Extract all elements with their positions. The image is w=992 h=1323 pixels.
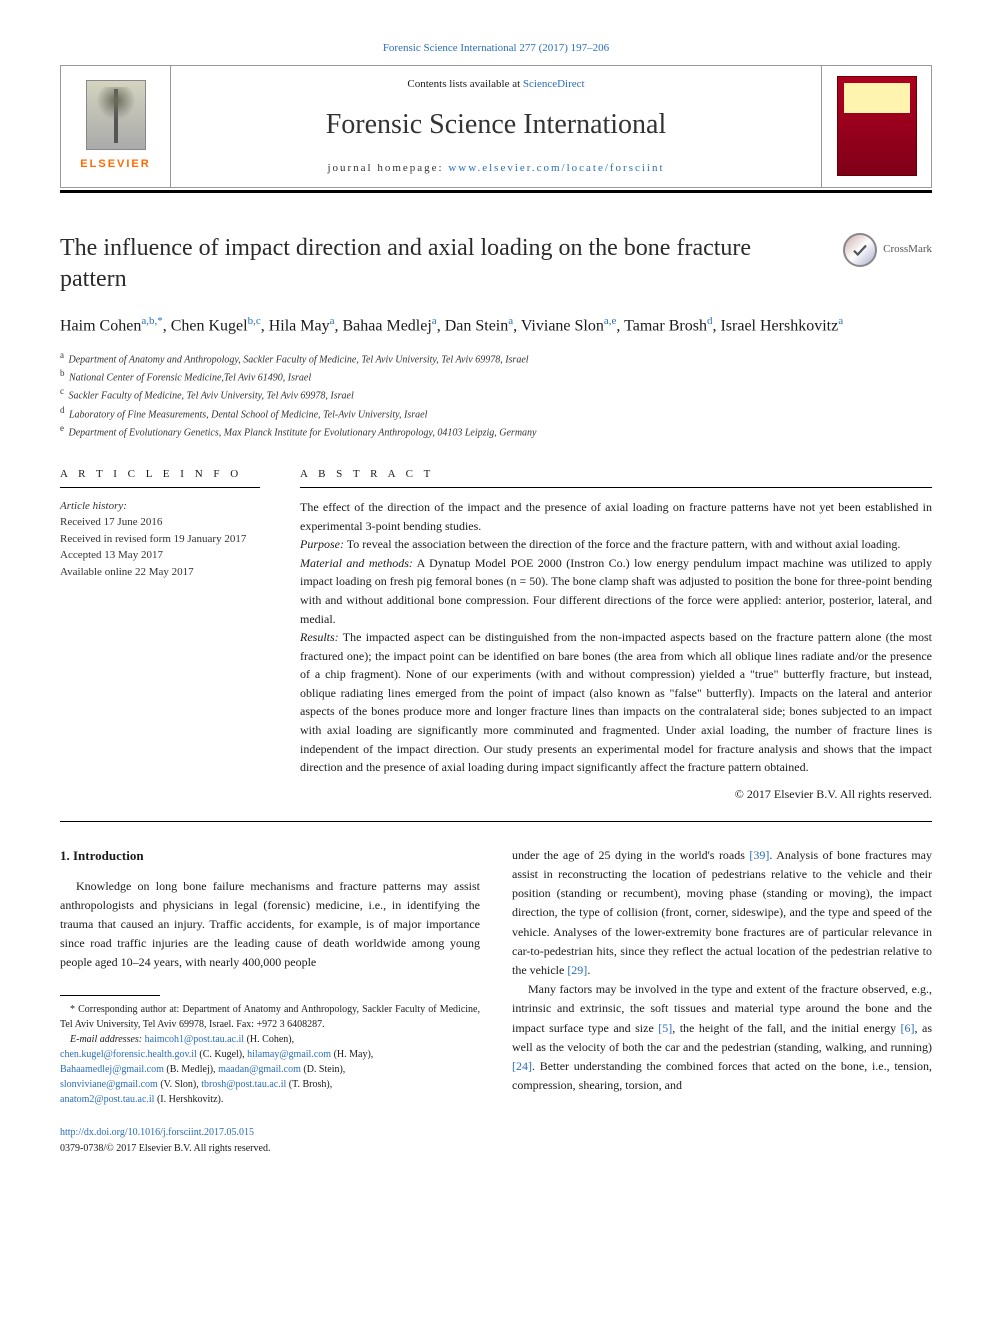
publisher-cell: ELSEVIER [61, 66, 171, 187]
footnote-rule [60, 995, 160, 996]
crossmark-icon [843, 233, 877, 267]
p1c: . [587, 963, 590, 977]
contents-line: Contents lists available at ScienceDirec… [407, 76, 584, 93]
emails-block: E-mail addresses: haimcoh1@post.tau.ac.i… [60, 1032, 480, 1107]
abstract-results: The impacted aspect can be distinguished… [300, 630, 932, 774]
header-black-bar [60, 190, 932, 193]
intro-left-p: Knowledge on long bone failure mechanism… [60, 877, 480, 973]
abstract-rule [300, 487, 932, 488]
ref-29[interactable]: [29] [567, 963, 587, 977]
p2b: , the height of the fall, and the initia… [672, 1021, 900, 1035]
doi-link[interactable]: http://dx.doi.org/10.1016/j.forsciint.20… [60, 1127, 254, 1138]
p1a: under the age of 25 dying in the world's… [512, 848, 749, 862]
abstract-bottom-rule [60, 821, 932, 822]
abstract-col: A B S T R A C T The effect of the direct… [300, 466, 932, 802]
abstract-copyright: © 2017 Elsevier B.V. All rights reserved… [300, 785, 932, 803]
publisher-name: ELSEVIER [80, 156, 150, 173]
abstract-purpose: To reveal the association between the di… [344, 537, 900, 551]
ref-5[interactable]: [5] [658, 1021, 672, 1035]
ref-24[interactable]: [24] [512, 1059, 532, 1073]
body-two-col: 1. Introduction Knowledge on long bone f… [60, 846, 932, 1157]
left-col: 1. Introduction Knowledge on long bone f… [60, 846, 480, 1157]
citation-link[interactable]: Forensic Science International 277 (2017… [383, 42, 609, 54]
right-col: under the age of 25 dying in the world's… [512, 846, 932, 1157]
header-center: Contents lists available at ScienceDirec… [171, 66, 821, 187]
homepage-link[interactable]: www.elsevier.com/locate/forsciint [448, 162, 664, 174]
homepage-line: journal homepage: www.elsevier.com/locat… [327, 160, 664, 177]
authors-line: Haim Cohena,b,*, Chen Kugelb,c, Hila May… [60, 313, 932, 339]
p2d: . Better understanding the combined forc… [512, 1059, 932, 1092]
contents-prefix: Contents lists available at [407, 78, 522, 90]
info-rule [60, 487, 260, 488]
article-info-col: A R T I C L E I N F O Article history: R… [60, 466, 260, 802]
journal-cover-thumb [837, 76, 917, 176]
abstract-results-label: Results: [300, 630, 339, 644]
article-info-heading: A R T I C L E I N F O [60, 466, 260, 483]
intro-heading: 1. Introduction [60, 846, 480, 867]
doi-block: http://dx.doi.org/10.1016/j.forsciint.20… [60, 1125, 480, 1157]
journal-name: Forensic Science International [326, 104, 667, 146]
crossmark-widget[interactable]: CrossMark [843, 233, 932, 267]
abstract-body: The effect of the direction of the impac… [300, 498, 932, 777]
journal-cover-cell [821, 66, 931, 187]
issn-line: 0379-0738/© 2017 Elsevier B.V. All right… [60, 1143, 270, 1154]
journal-header: ELSEVIER Contents lists available at Sci… [60, 65, 932, 188]
elsevier-tree-icon [86, 80, 146, 150]
intro-right-p2: Many factors may be involved in the type… [512, 980, 932, 1095]
homepage-prefix: journal homepage: [327, 162, 448, 174]
intro-right-p1: under the age of 25 dying in the world's… [512, 846, 932, 980]
abstract-heading: A B S T R A C T [300, 466, 932, 483]
history-lines: Received 17 June 2016Received in revised… [60, 514, 260, 580]
ref-6[interactable]: [6] [901, 1021, 915, 1035]
history-label: Article history: [60, 498, 260, 515]
abstract-purpose-label: Purpose: [300, 537, 344, 551]
affiliations: a Department of Anatomy and Anthropology… [60, 349, 932, 441]
abstract-intro: The effect of the direction of the impac… [300, 500, 932, 533]
sciencedirect-link[interactable]: ScienceDirect [523, 78, 585, 90]
abstract-methods-label: Material and methods: [300, 556, 413, 570]
article-title: The influence of impact direction and ax… [60, 233, 823, 295]
footnotes: * Corresponding author at: Department of… [60, 1002, 480, 1107]
corresponding-note: * Corresponding author at: Department of… [60, 1002, 480, 1032]
ref-39[interactable]: [39] [749, 848, 769, 862]
crossmark-label: CrossMark [883, 241, 932, 258]
p1b: . Analysis of bone fractures may assist … [512, 848, 932, 977]
citation-line: Forensic Science International 277 (2017… [60, 40, 932, 57]
